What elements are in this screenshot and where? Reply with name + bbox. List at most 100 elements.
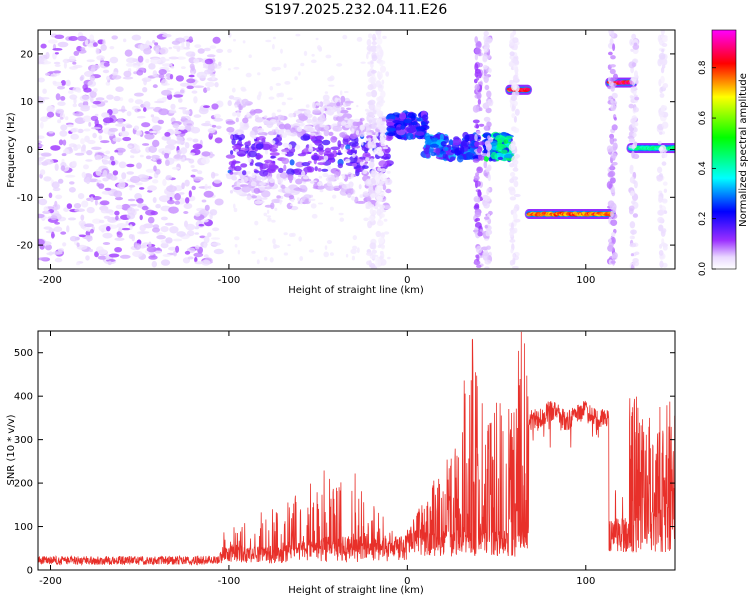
spectrogram-blob — [629, 176, 636, 184]
spectrogram-blob — [317, 144, 324, 151]
spectrogram-blob — [275, 135, 282, 143]
spectrogram-blob — [230, 135, 234, 140]
spectrogram-blob — [173, 94, 184, 98]
spectrogram-blob — [89, 34, 95, 41]
spectrogram-blob — [251, 195, 257, 199]
spectrogram-xtick-label: -200 — [39, 275, 62, 286]
spectrogram-blob — [73, 203, 82, 209]
spectrogram-blob — [345, 253, 349, 258]
spectrogram-blob — [662, 82, 669, 89]
spectrogram-blob — [281, 151, 288, 155]
spectrogram-blob — [482, 253, 489, 261]
spectrogram-blob — [475, 123, 479, 129]
spectrogram-blob — [38, 57, 45, 63]
spectrogram-blob — [473, 204, 480, 211]
spectrogram-blob — [353, 118, 360, 122]
snr-panel: -200 -100 0 100 0 100 200 300 400 500 Height of s… — [6, 330, 676, 596]
spectrogram-blob — [152, 158, 156, 161]
spectrogram-blob — [632, 258, 639, 263]
spectrogram-blob — [291, 199, 295, 203]
spectrogram-blob — [478, 107, 483, 112]
spectrogram-blob — [483, 75, 489, 84]
spectrogram-blob — [106, 75, 110, 81]
spectrogram-blob — [364, 147, 369, 154]
spectrogram-blob — [511, 190, 516, 196]
spectrogram-blob — [87, 43, 95, 48]
spectrogram-blob — [343, 91, 349, 93]
spectrogram-blob — [72, 64, 83, 69]
spectrogram-blob — [297, 174, 302, 178]
spectrogram-blob — [126, 111, 132, 117]
spectrogram-blob — [164, 132, 171, 137]
spectrogram-blob — [359, 156, 366, 160]
spectrogram-blob — [137, 55, 144, 63]
spectrogram-blob — [379, 206, 384, 214]
spectrogram-blob — [154, 100, 165, 104]
spectrogram-blob — [108, 127, 119, 132]
spectrogram-blob — [367, 51, 371, 55]
spectrogram-blob — [268, 164, 278, 170]
spectrogram-blob — [152, 84, 158, 89]
spectrogram-blob — [132, 250, 143, 258]
spectrogram-blob — [399, 112, 407, 120]
spectrogram-blob — [112, 170, 119, 176]
spectrogram-blob — [258, 237, 262, 241]
spectrogram-blob — [115, 86, 124, 92]
spectrogram-blob — [151, 154, 160, 159]
spectrogram-blob — [143, 107, 147, 112]
spectrogram-blob — [38, 156, 46, 160]
spectrogram-blob — [182, 107, 186, 115]
spectrogram-blob — [91, 146, 102, 150]
spectrogram-blob — [609, 68, 616, 75]
spectrogram-blob — [234, 104, 238, 108]
spectrogram-blob — [286, 97, 293, 101]
spectrogram-blob — [407, 112, 417, 119]
spectrogram-blob — [478, 191, 482, 197]
spectrogram-blob — [631, 143, 636, 150]
spectrogram-blob — [329, 252, 334, 256]
spectrogram-blob — [109, 155, 115, 161]
spectrogram-blob — [322, 94, 330, 101]
spectrogram-blob — [56, 204, 61, 210]
spectrogram-blob — [253, 170, 260, 174]
spectrogram-blob — [272, 43, 275, 50]
spectrogram-blob — [301, 162, 311, 167]
spectrogram-blob — [629, 221, 636, 229]
spectrogram-blob — [317, 202, 324, 205]
spectrogram-blob — [368, 119, 373, 124]
spectrogram-blob — [39, 169, 46, 176]
spectrogram-blob — [134, 99, 144, 105]
spectrogram-blob — [338, 212, 344, 216]
spectrogram-blob — [194, 226, 199, 230]
spectrogram-blob — [295, 33, 301, 37]
spectrogram-blob — [156, 232, 163, 235]
spectrogram-blob — [123, 70, 132, 78]
spectrogram-blob — [179, 126, 186, 131]
spectrogram-blob — [76, 262, 80, 266]
spectrogram-blob — [241, 98, 249, 106]
spectrogram-blob — [332, 194, 337, 199]
spectrogram-blob — [176, 134, 181, 141]
spectrogram-blob — [55, 93, 61, 101]
spectrogram-streak — [365, 33, 378, 269]
spectrogram-blob — [383, 156, 390, 160]
spectrogram-blob — [135, 144, 140, 152]
spectrogram-blob — [145, 58, 150, 64]
spectrogram-blob — [269, 86, 274, 91]
spectrogram-blob — [275, 82, 281, 86]
spectrogram-blob — [281, 148, 289, 153]
spectrogram-blob — [145, 155, 152, 160]
spectrogram-blob — [146, 246, 157, 253]
spectrogram-blob — [337, 163, 343, 169]
spectrogram-blob — [345, 144, 351, 151]
spectrogram-blob — [606, 145, 613, 153]
spectrogram-blob — [312, 116, 317, 123]
spectrogram-blob — [103, 215, 111, 219]
spectrogram-blob — [42, 210, 51, 214]
spectrogram-blob — [248, 54, 252, 58]
spectrogram-blob — [292, 168, 303, 175]
spectrogram-blob — [375, 80, 382, 88]
spectrogram-blob — [321, 139, 331, 146]
spectrogram-blob — [610, 164, 614, 171]
